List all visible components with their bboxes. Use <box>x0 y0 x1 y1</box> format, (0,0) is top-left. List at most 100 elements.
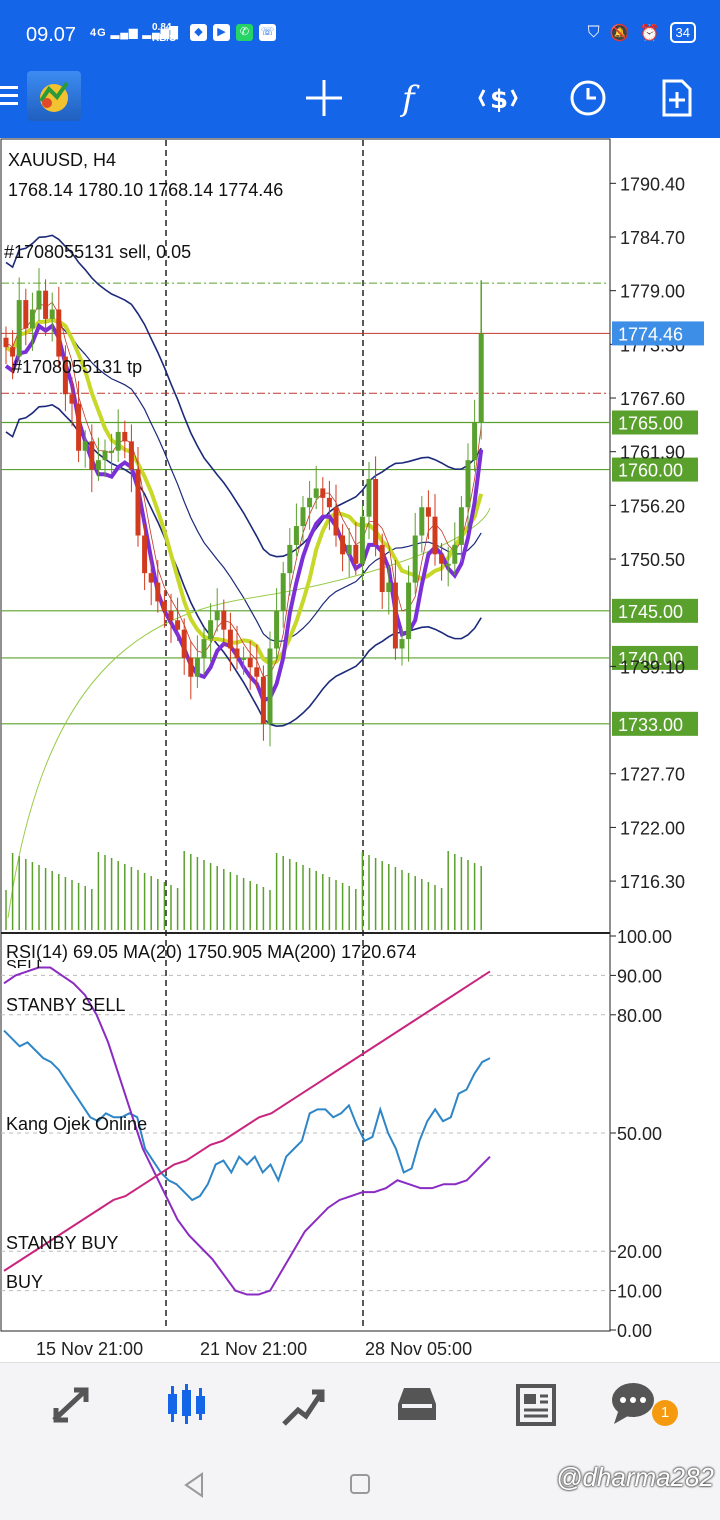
current-price-text: 1774.46 <box>618 324 683 344</box>
price-chart[interactable]: 1765.00 1760.00 1745.00 1740.00 1733.00 1790… <box>0 138 720 1362</box>
bollinger-upper <box>5 234 482 558</box>
candle-body <box>260 676 266 724</box>
candle-body <box>188 657 194 677</box>
bollinger-middle <box>5 319 482 643</box>
x-tick-label: 21 Nov 21:00 <box>200 1339 307 1359</box>
metatrader-logo[interactable] <box>27 71 81 121</box>
vpn-shield-icon: ⛉ <box>587 23 600 41</box>
candle-body <box>23 300 29 329</box>
candle-body <box>333 507 339 536</box>
rsi-series-line <box>3 966 491 1296</box>
rsi-label-standby-sell: STANBY SELL <box>6 995 125 1015</box>
candle-body <box>274 610 280 649</box>
trade-nav-icon[interactable] <box>278 1380 328 1430</box>
candle-body <box>115 431 121 451</box>
order-tp-label: #1708055131 tp <box>12 357 142 377</box>
candle-body <box>10 347 16 357</box>
quotes-icon[interactable] <box>46 1380 96 1430</box>
new-order-icon[interactable] <box>656 78 696 118</box>
timeframe-icon[interactable] <box>568 78 608 118</box>
candle-body <box>36 290 42 310</box>
candle-body <box>142 535 148 574</box>
x-tick-label: 28 Nov 05:00 <box>365 1339 472 1359</box>
candle-body <box>307 497 313 508</box>
watermark: @dharma282 <box>556 1462 714 1492</box>
candle-body <box>69 394 75 404</box>
candle-body <box>399 639 405 649</box>
level-tag <box>612 457 698 482</box>
svg-text:f: f <box>399 79 420 118</box>
rsi-tick-label: 80.00 <box>617 1006 662 1026</box>
candle-body <box>168 610 174 621</box>
price-tick-label: 1722.00 <box>620 818 685 838</box>
candle-body <box>353 544 359 564</box>
rsi-header: RSI(14) 69.05 MA(20) 1750.905 MA(200) 17… <box>6 942 416 962</box>
candle-body <box>439 554 445 564</box>
candle-body <box>3 337 9 348</box>
candle-body <box>102 450 108 461</box>
candle-body <box>267 648 273 724</box>
candle-body <box>43 290 49 319</box>
trade-icon[interactable]: $ <box>478 78 518 118</box>
candle-body <box>89 441 95 470</box>
svg-text:$: $ <box>490 85 508 115</box>
candle-body <box>194 657 200 677</box>
level-tag <box>612 410 698 435</box>
system-navigation <box>0 1452 720 1520</box>
candle-body <box>419 507 425 536</box>
menu-icon[interactable] <box>0 86 18 110</box>
chart-icon[interactable] <box>162 1380 212 1430</box>
network-speed: 0.84 KB/S <box>152 22 176 44</box>
price-tick-label: 1784.70 <box>620 228 685 248</box>
level-tag-text: 1740.00 <box>618 649 683 669</box>
candle-body <box>320 488 326 498</box>
rsi-label-kang-ojek: Kang Ojek Online <box>6 1114 147 1134</box>
price-tick-label: 1739.10 <box>620 657 685 677</box>
candle-body <box>432 516 438 555</box>
candle-body <box>82 441 88 451</box>
level-tag-text: 1765.00 <box>618 414 683 434</box>
candle-body <box>472 422 478 461</box>
alarm-icon: ⏰ <box>639 24 660 42</box>
back-icon[interactable] <box>182 1472 206 1498</box>
ohlc-label: 1768.14 1780.10 1768.14 1774.46 <box>8 180 283 200</box>
bottom-navigation <box>0 1362 720 1453</box>
mute-icon: 🔕 <box>609 24 630 42</box>
candle-body <box>346 544 352 555</box>
crosshair-icon[interactable] <box>304 78 344 118</box>
battery-icon: 34 <box>669 22 696 43</box>
current-price-tag <box>612 321 704 346</box>
price-tick-label: 1761.90 <box>620 443 685 463</box>
rsi-series-line <box>3 970 491 1272</box>
candle-body <box>300 507 306 527</box>
price-tick-label: 1727.70 <box>620 765 685 785</box>
level-tag-text: 1760.00 <box>618 461 683 481</box>
level-tag-text: 1733.00 <box>618 715 683 735</box>
rsi-tick-label: 10.00 <box>617 1282 662 1302</box>
candle-body <box>128 441 134 470</box>
news-icon[interactable] <box>510 1380 560 1430</box>
rsi-tick-label: 0.00 <box>617 1321 652 1341</box>
price-tick-label: 1767.60 <box>620 389 685 409</box>
candle-body <box>241 657 247 660</box>
candle-body <box>392 582 398 649</box>
price-tick-label: 1756.20 <box>620 496 685 516</box>
candle-body <box>155 582 161 602</box>
whatsapp-icon: ✆ <box>236 24 253 41</box>
video-icon: ▶ <box>213 24 230 41</box>
network-indicator: 4G ▂▄▆ ▂▄▆█ <box>90 27 180 39</box>
messages-icon[interactable] <box>608 1378 658 1428</box>
candle-body <box>379 544 385 592</box>
home-icon[interactable] <box>348 1472 372 1496</box>
candle-body <box>458 507 464 545</box>
candle-body <box>366 479 372 517</box>
indicators-icon[interactable]: f <box>392 78 432 118</box>
candle-body <box>135 469 141 536</box>
candle-body <box>122 431 128 442</box>
candle-body <box>201 639 207 658</box>
history-icon[interactable] <box>392 1380 442 1430</box>
candle-body <box>95 460 101 470</box>
candle-body <box>293 526 299 545</box>
candle-body <box>254 667 260 677</box>
level-tag-text: 1745.00 <box>618 602 683 622</box>
